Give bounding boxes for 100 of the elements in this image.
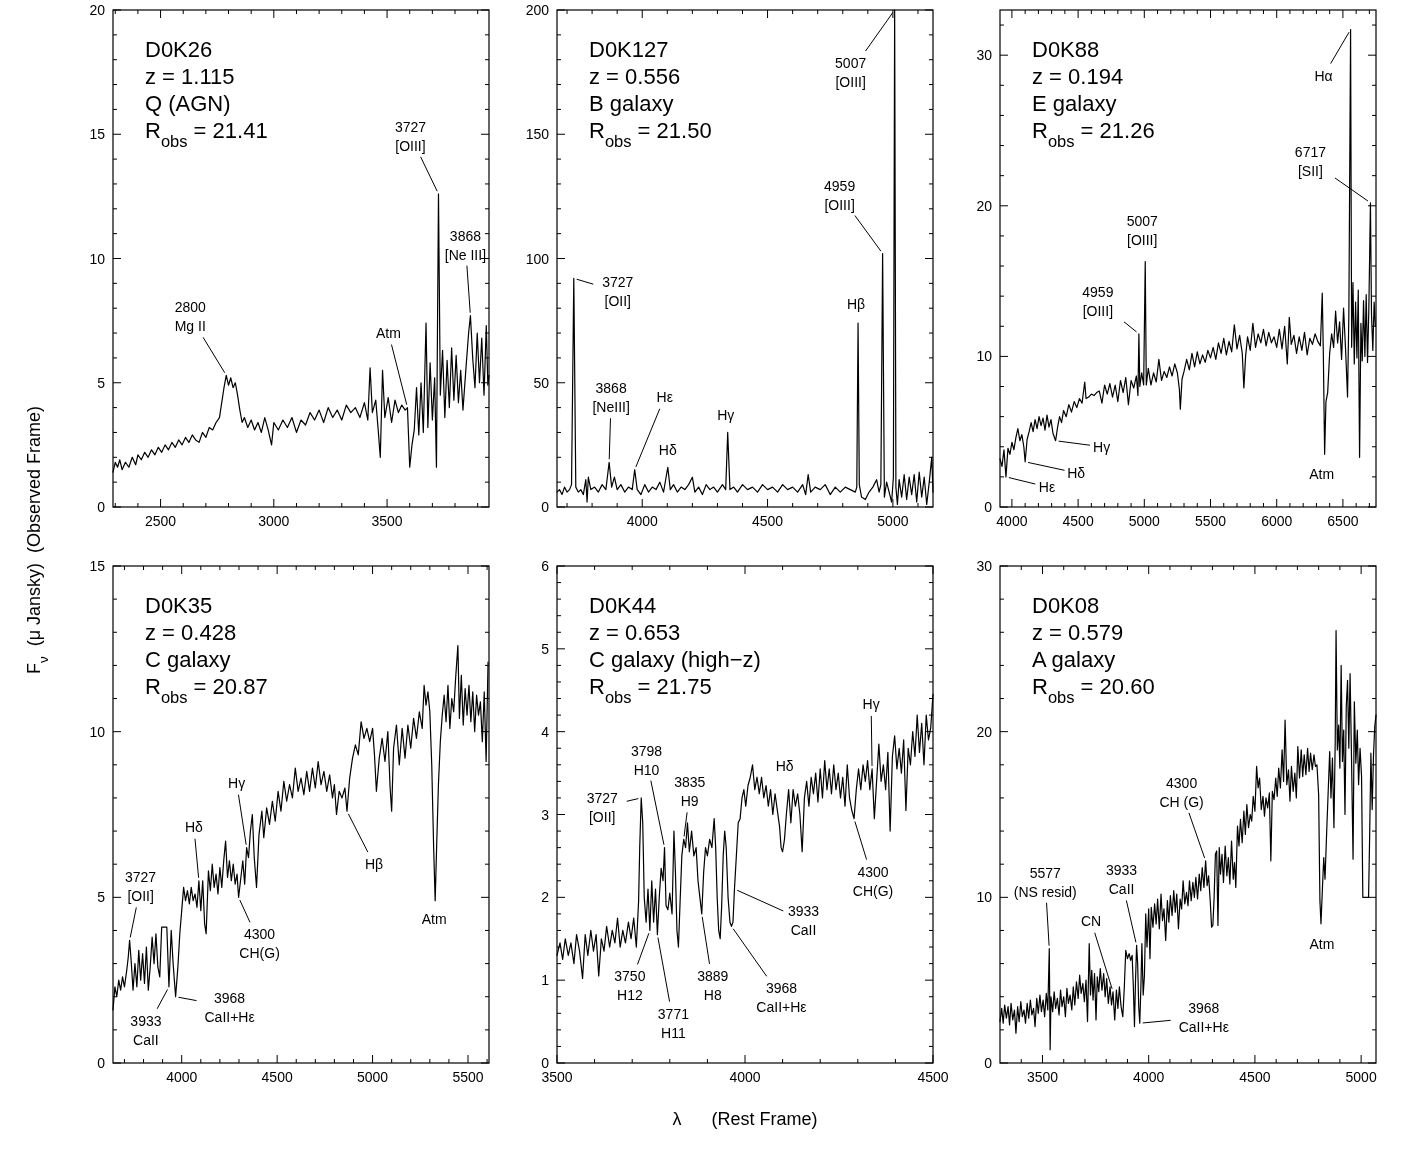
annotation: z = 1.115 [145,64,235,89]
annotation: R$_{obs}$ = 21.41 [145,118,268,150]
annotation: 3868 [Ne III] [444,227,487,263]
x-tick-label: 6000 [1261,513,1293,529]
x-tick-label: 5000 [877,513,909,529]
annotation: 3771 H11 [657,1005,690,1041]
annotation: 3933 CaII [1106,862,1138,898]
x-tick-label: 4000 [996,513,1028,529]
x-tick-label: 4000 [626,513,659,529]
annotation: 3968 CaII+Hε [204,989,255,1025]
x-tick-label: 4500 [261,1069,293,1085]
annotation: D0K127 [589,37,669,62]
annotation: 3727 [OII] [125,869,157,905]
y-tick-label: 2 [541,889,550,906]
annotation: Hβ [846,296,866,313]
annotation: 3727 [OII] [602,274,634,310]
y-tick-label: 20 [976,723,993,740]
y-tick-label: 5 [97,889,106,906]
annotation: Hα [1314,67,1333,84]
annotation: Atm [421,910,447,927]
y-tick-label: 150 [525,126,550,143]
y-tick-label: 15 [89,558,106,574]
y-tick-label: 200 [525,2,550,18]
y-tick-label: 0 [97,499,106,515]
y-tick-label: 4 [541,723,550,740]
annotation: z = 0.556 [589,64,681,89]
x-tick-label: 3500 [541,1069,573,1085]
annotation: z = 0.428 [145,620,237,645]
annotation: Atm [1309,935,1335,952]
y-tick-label: 6 [541,558,550,574]
y-tick-label: 30 [976,47,993,64]
annotation: R$_{obs}$ = 21.50 [589,118,712,150]
y-tick-label: 5 [97,374,106,391]
x-tick-label: 5500 [1194,513,1227,529]
x-tick-label: 4500 [1062,513,1094,529]
annotation: Atm [376,324,401,341]
annotation: 4959 [OIII] [824,177,856,213]
annotation: A galaxy [1032,647,1116,672]
annotation: 3727 [OII] [586,789,618,825]
annotation: D0K35 [145,593,213,618]
annotation: Hε [656,388,673,405]
x-tick-label: 6500 [1327,513,1359,529]
annotation: Hβ [364,856,384,873]
y-tick-label: 10 [976,348,993,365]
x-tick-label: 4500 [1239,1069,1271,1085]
y-tick-label: 10 [89,723,106,740]
annotation: R$_{obs}$ = 21.75 [589,674,712,706]
y-tick-label: 0 [97,1055,106,1071]
x-tick-label: 4500 [917,1069,949,1085]
annotation: 3889 H8 [697,967,729,1003]
y-tick-label: 100 [525,250,550,267]
line-series [556,9,934,506]
annotation: 4959 [OIII] [1082,283,1114,319]
annotation: z = 0.653 [589,620,681,645]
y-tick-label: 0 [984,499,993,515]
annotation: z = 0.579 [1032,620,1124,645]
annotation: Hδ [775,757,794,774]
y-tick-label: 3 [541,806,550,823]
y-tick-label: 20 [89,2,106,18]
annotation: B galaxy [589,91,674,116]
annotation: 3750 H12 [614,968,646,1004]
annotation: CN [1080,912,1102,929]
annotation: Hγ [228,774,246,791]
annotation: C galaxy (high−z) [589,647,761,672]
x-tick-label: 5500 [452,1069,484,1085]
annotation: 3727 [OIII] [394,118,427,154]
annotation: R$_{obs}$ = 20.87 [145,674,268,706]
annotation: Hγ [862,695,880,712]
annotation: Hδ [1067,464,1086,481]
annotation: Hδ [184,818,204,835]
y-tick-label: 5 [541,640,550,657]
x-tick-label: 3500 [1026,1069,1059,1085]
annotation: D0K08 [1032,593,1100,618]
annotation: E galaxy [1032,91,1117,116]
annotation: 5007 [OIII] [1126,212,1159,248]
y-tick-label: 0 [541,499,550,515]
annotation: R$_{obs}$ = 21.26 [1032,118,1155,150]
y-tick-label: 0 [541,1055,550,1071]
annotation: Atm [1309,466,1335,483]
annotation: 3968 CaII+Hε [756,980,807,1016]
x-tick-label: 2500 [144,513,177,529]
x-tick-label: 4000 [166,1069,198,1085]
annotation: Hε [1038,478,1056,495]
x-tick-label: 3000 [258,513,290,529]
annotation: 3933 CaII [787,903,820,939]
annotation: 4300 CH (G) [1159,774,1204,810]
annotation: 3968 CaII+Hε [1178,1000,1229,1036]
y-tick-label: 10 [89,250,106,267]
annotation: D0K26 [145,37,213,62]
y-tick-label: 30 [976,558,993,574]
x-tick-label: 5000 [1345,1069,1377,1085]
annotation: C galaxy [145,647,231,672]
annotation: 5007 [OIII] [835,55,867,90]
annotation: D0K44 [589,593,657,618]
annotation: R$_{obs}$ = 20.60 [1032,674,1155,706]
annotation: 4300 CH(G) [852,863,894,899]
annotation: Q (AGN) [145,91,231,116]
annotation: Hγ [1093,438,1111,455]
x-tick-label: 4000 [1133,1069,1165,1085]
x-tick-label: 5000 [1128,513,1161,529]
